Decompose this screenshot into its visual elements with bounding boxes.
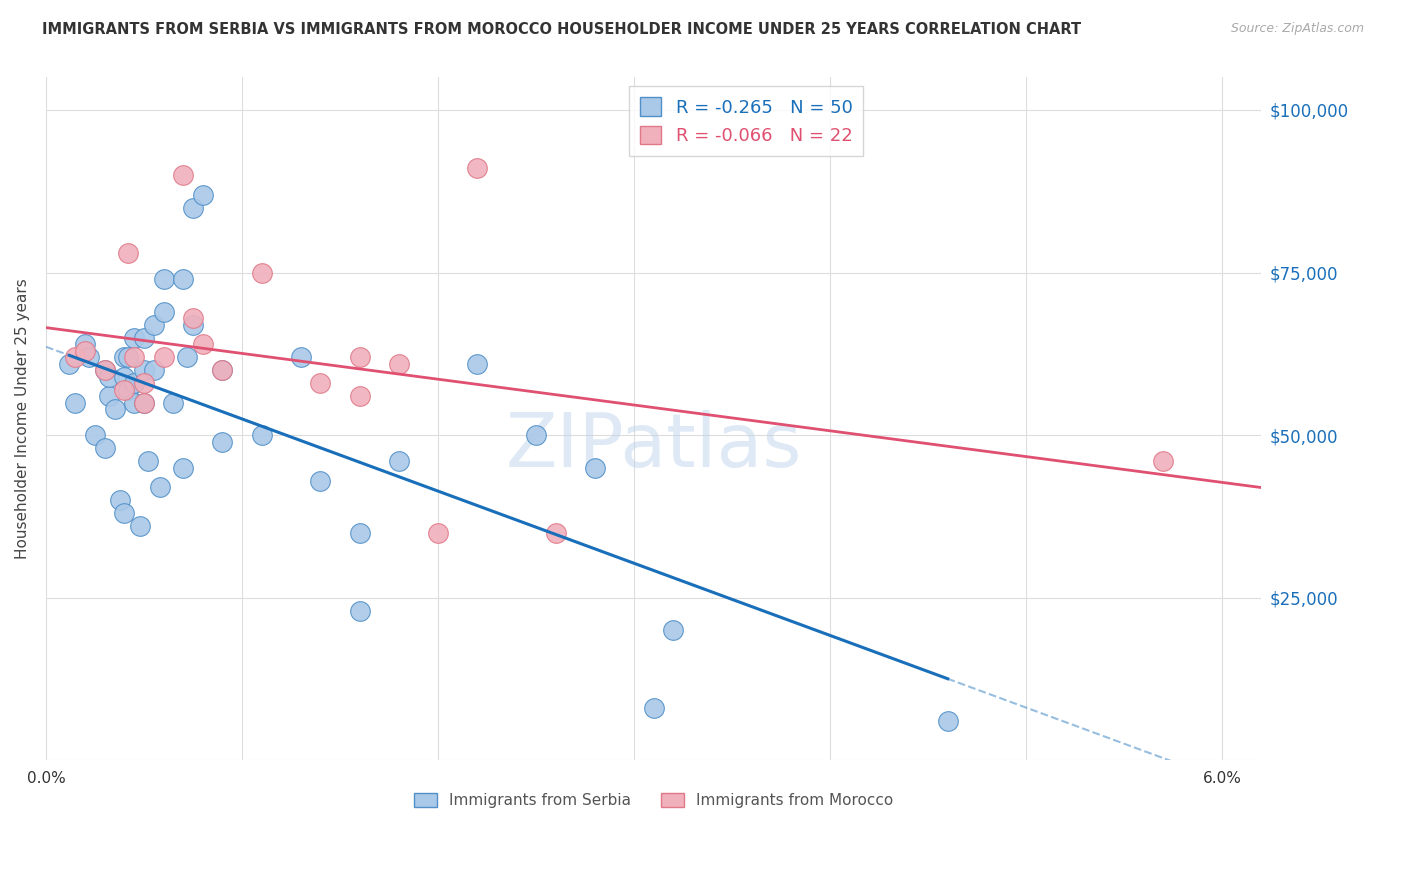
Point <box>58 357 80 371</box>
Point <box>65 350 87 364</box>
Point <box>181 201 204 215</box>
Point <box>936 714 959 729</box>
Legend: Immigrants from Serbia, Immigrants from Morocco: Immigrants from Serbia, Immigrants from … <box>408 787 900 814</box>
Point <box>75 337 97 351</box>
Point <box>132 376 155 391</box>
Point <box>388 357 411 371</box>
Point <box>172 168 194 182</box>
Point <box>643 701 665 715</box>
Point <box>152 350 174 364</box>
Point <box>117 383 139 397</box>
Point <box>117 246 139 260</box>
Point <box>211 434 233 449</box>
Point <box>142 318 165 332</box>
Point <box>250 428 273 442</box>
Point <box>94 363 117 377</box>
Point <box>309 474 332 488</box>
Point <box>290 350 312 364</box>
Point <box>112 350 135 364</box>
Point <box>65 395 87 409</box>
Point <box>524 428 547 442</box>
Point <box>122 330 145 344</box>
Point <box>152 304 174 318</box>
Point <box>191 187 214 202</box>
Point <box>544 525 567 540</box>
Text: ZIPatlas: ZIPatlas <box>506 409 801 483</box>
Point <box>427 525 450 540</box>
Point <box>132 395 155 409</box>
Point <box>152 272 174 286</box>
Point <box>349 350 371 364</box>
Point <box>103 402 125 417</box>
Point <box>112 506 135 520</box>
Point <box>97 389 120 403</box>
Point <box>176 350 198 364</box>
Point <box>97 369 120 384</box>
Point <box>349 525 371 540</box>
Point <box>181 311 204 326</box>
Point <box>122 376 145 391</box>
Point <box>132 395 155 409</box>
Point <box>129 519 152 533</box>
Point <box>94 363 117 377</box>
Point <box>465 161 488 176</box>
Point <box>132 363 155 377</box>
Point <box>172 272 194 286</box>
Point <box>388 454 411 468</box>
Point <box>149 480 172 494</box>
Point <box>132 330 155 344</box>
Point <box>75 343 97 358</box>
Point <box>117 350 139 364</box>
Point <box>583 460 606 475</box>
Point <box>122 395 145 409</box>
Point <box>191 337 214 351</box>
Point <box>110 493 132 508</box>
Point <box>136 454 159 468</box>
Point <box>349 604 371 618</box>
Point <box>250 266 273 280</box>
Point <box>1152 454 1174 468</box>
Point <box>94 441 117 455</box>
Point <box>349 389 371 403</box>
Point <box>662 624 685 638</box>
Point <box>211 363 233 377</box>
Point <box>122 350 145 364</box>
Text: Source: ZipAtlas.com: Source: ZipAtlas.com <box>1230 22 1364 36</box>
Point <box>309 376 332 391</box>
Point <box>162 395 184 409</box>
Point <box>142 363 165 377</box>
Point <box>112 383 135 397</box>
Point <box>112 369 135 384</box>
Point <box>465 357 488 371</box>
Y-axis label: Householder Income Under 25 years: Householder Income Under 25 years <box>15 278 30 559</box>
Point <box>84 428 107 442</box>
Text: IMMIGRANTS FROM SERBIA VS IMMIGRANTS FROM MOROCCO HOUSEHOLDER INCOME UNDER 25 YE: IMMIGRANTS FROM SERBIA VS IMMIGRANTS FRO… <box>42 22 1081 37</box>
Point <box>172 460 194 475</box>
Point <box>181 318 204 332</box>
Point <box>211 363 233 377</box>
Point <box>77 350 100 364</box>
